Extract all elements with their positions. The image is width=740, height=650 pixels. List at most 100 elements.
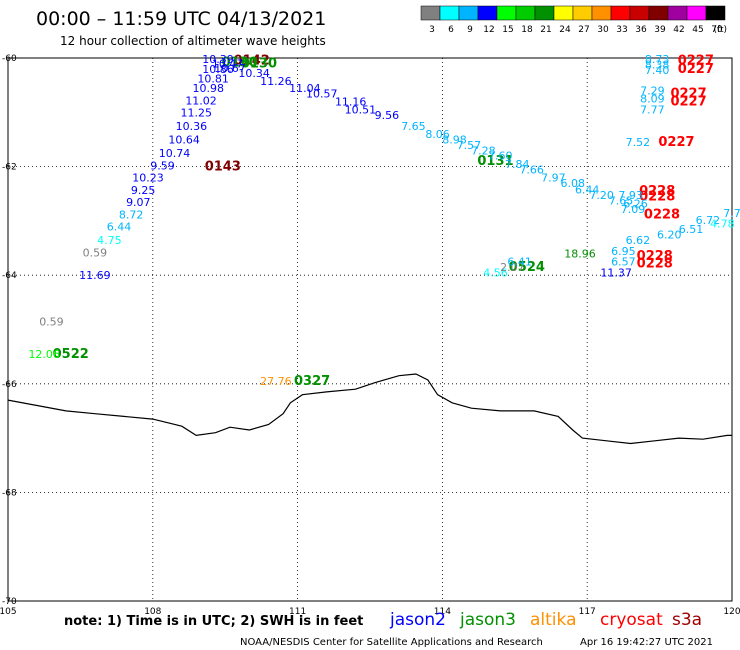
scale-label: 3 [429, 25, 435, 35]
swh-value-label: 4.75 [97, 234, 122, 247]
x-tick-label: 111 [289, 607, 306, 617]
satellite-legend: jason2 jason3 altika cryosat s3a [389, 610, 702, 630]
pass-time-label: 0228 [644, 207, 680, 222]
swh-value-label: 7.97 [541, 171, 566, 184]
pass-time-label: 0227 [678, 54, 714, 69]
pass-time-label: 0142 [234, 54, 270, 69]
grid-lines [8, 58, 732, 601]
swh-value-label: 6.95 [611, 245, 636, 258]
swh-value-label: 27.76 [260, 375, 292, 388]
swh-value-label: 11.16 [335, 95, 367, 108]
x-tick-label: 114 [434, 607, 451, 617]
swh-value-label: 4.78 [710, 218, 735, 231]
swh-value-label: 7.28 [471, 144, 496, 157]
swh-value-label: 10.34 [238, 67, 270, 80]
scale-swatch [420, 5, 441, 21]
pass-time-label: 0130 [241, 56, 277, 71]
swh-value-label: 6.62 [626, 234, 651, 247]
scale-label: 36 [635, 25, 647, 35]
swh-value-label: 6.57 [611, 256, 636, 269]
swh-value-label: 10.57 [306, 87, 338, 100]
swh-value-label: 12.06 [28, 348, 60, 361]
swh-value-label: 6.51 [679, 223, 704, 236]
swh-value-label: 6.26 [623, 198, 648, 211]
scale-label: 12 [483, 25, 494, 35]
pass-time-label: 0227 [670, 86, 706, 101]
scale-label: 18 [521, 25, 533, 35]
swh-value-label: 7.09 [621, 203, 646, 216]
scale-swatch [496, 5, 517, 21]
x-tick-label: 117 [579, 607, 596, 617]
swh-value-label: 10.47 [212, 57, 244, 70]
swh-value-label: 9.07 [126, 196, 151, 209]
swh-value-label: 7.60 [488, 150, 513, 163]
pass-time-label: 0524 [509, 260, 545, 275]
swh-value-label: 18.96 [564, 247, 596, 260]
scale-swatch [610, 5, 631, 21]
footer-note: note: 1) Time is in UTC; 2) SWH is in fe… [64, 614, 363, 629]
swh-value-label: 7.40 [645, 64, 670, 77]
scale-unit: (ft) [713, 25, 727, 35]
pass-time-label: 0227 [678, 62, 714, 77]
swh-value-label: 7.20 [589, 189, 614, 202]
scale-label: 24 [559, 25, 571, 35]
pass-time-label: 0522 [53, 347, 89, 362]
swh-value-label: 7.66 [519, 163, 544, 176]
swh-value-label: 8.06 [425, 128, 450, 141]
scale-swatch [553, 5, 574, 21]
legend-cryosat: cryosat [600, 610, 663, 630]
swh-value-label: 11.25 [180, 106, 212, 119]
pass-time-label: 0228 [639, 189, 675, 204]
legend-jason2: jason2 [389, 610, 446, 630]
pass-time-label: 0327 [294, 374, 330, 389]
scale-swatch [572, 5, 593, 21]
pass-time-label: 0228 [637, 249, 673, 264]
swh-value-label: 11.69 [79, 269, 111, 282]
x-tick-label: 108 [144, 607, 161, 617]
x-tick-label: 105 [0, 607, 17, 617]
y-tick-label: -62 [2, 163, 17, 173]
swh-value-label: 7.84 [505, 158, 530, 171]
swh-value-label: 4.56 [483, 266, 508, 279]
scale-label: 70 [711, 25, 723, 35]
coastline [7, 373, 732, 445]
swh-value-label: 11.04 [289, 82, 321, 95]
swh-value-label: 10.36 [176, 120, 208, 133]
swh-value-label: 8.38 [645, 59, 670, 72]
pass-time-label: 0228 [637, 256, 673, 271]
pass-time-label: 0227 [670, 94, 706, 109]
swh-value-label: 7.29 [640, 85, 665, 98]
scale-label: 39 [654, 25, 666, 35]
pass-time-label: 0131 [477, 154, 513, 169]
y-tick-label: -70 [2, 597, 17, 607]
swh-value-label: 6.41 [507, 256, 532, 269]
scale-label: 9 [467, 25, 473, 35]
swh-value-label: 2.07 [500, 261, 525, 274]
swh-value-label: 11.26 [260, 75, 292, 88]
swh-value-label: 10.23 [132, 171, 164, 184]
pass-time-label: 0227 [658, 135, 694, 150]
scale-label: 42 [673, 25, 684, 35]
legend-altika: altika [530, 610, 577, 630]
swh-value-label: 8.09 [640, 93, 665, 106]
swh-value-label: 10.98 [193, 82, 225, 95]
pass-time-label: 0143 [205, 160, 241, 175]
swh-value-label: 7.7 [723, 207, 740, 220]
swh-value-label: 9.59 [150, 160, 175, 173]
scale-swatch [667, 5, 688, 21]
swh-value-label: 10.39 [202, 53, 234, 66]
swh-value-label: 9.25 [131, 184, 156, 197]
scale-swatch [515, 5, 536, 21]
scale-swatch [629, 5, 650, 21]
scale-swatch [591, 5, 612, 21]
scale-label: 27 [578, 25, 589, 35]
y-tick-label: -66 [2, 380, 17, 390]
scale-label: 6 [448, 25, 454, 35]
swh-value-label: 10.64 [168, 133, 200, 146]
y-tick-label: -64 [2, 271, 17, 281]
swh-value-label: 6.44 [575, 183, 600, 196]
scale-label: 30 [597, 25, 609, 35]
scale-swatch [534, 5, 555, 21]
swh-value-label: 7.52 [626, 136, 651, 149]
plot-frame [7, 57, 733, 602]
